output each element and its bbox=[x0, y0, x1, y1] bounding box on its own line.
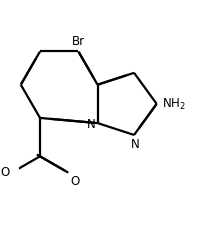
Text: N: N bbox=[131, 137, 139, 150]
Text: O: O bbox=[0, 165, 9, 178]
Text: O: O bbox=[71, 174, 80, 187]
Text: N: N bbox=[87, 117, 96, 130]
Text: NH$_2$: NH$_2$ bbox=[162, 97, 185, 112]
Text: Br: Br bbox=[72, 35, 85, 48]
